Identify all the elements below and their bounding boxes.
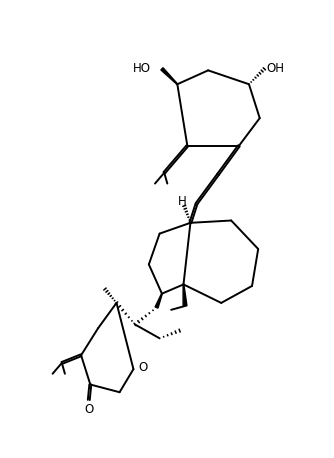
Polygon shape bbox=[161, 68, 178, 84]
Text: HO: HO bbox=[133, 62, 151, 75]
Text: O: O bbox=[84, 403, 94, 416]
Text: OH: OH bbox=[267, 62, 285, 75]
Polygon shape bbox=[183, 284, 187, 306]
Polygon shape bbox=[155, 294, 162, 308]
Text: O: O bbox=[138, 361, 147, 374]
Text: H: H bbox=[178, 195, 187, 208]
